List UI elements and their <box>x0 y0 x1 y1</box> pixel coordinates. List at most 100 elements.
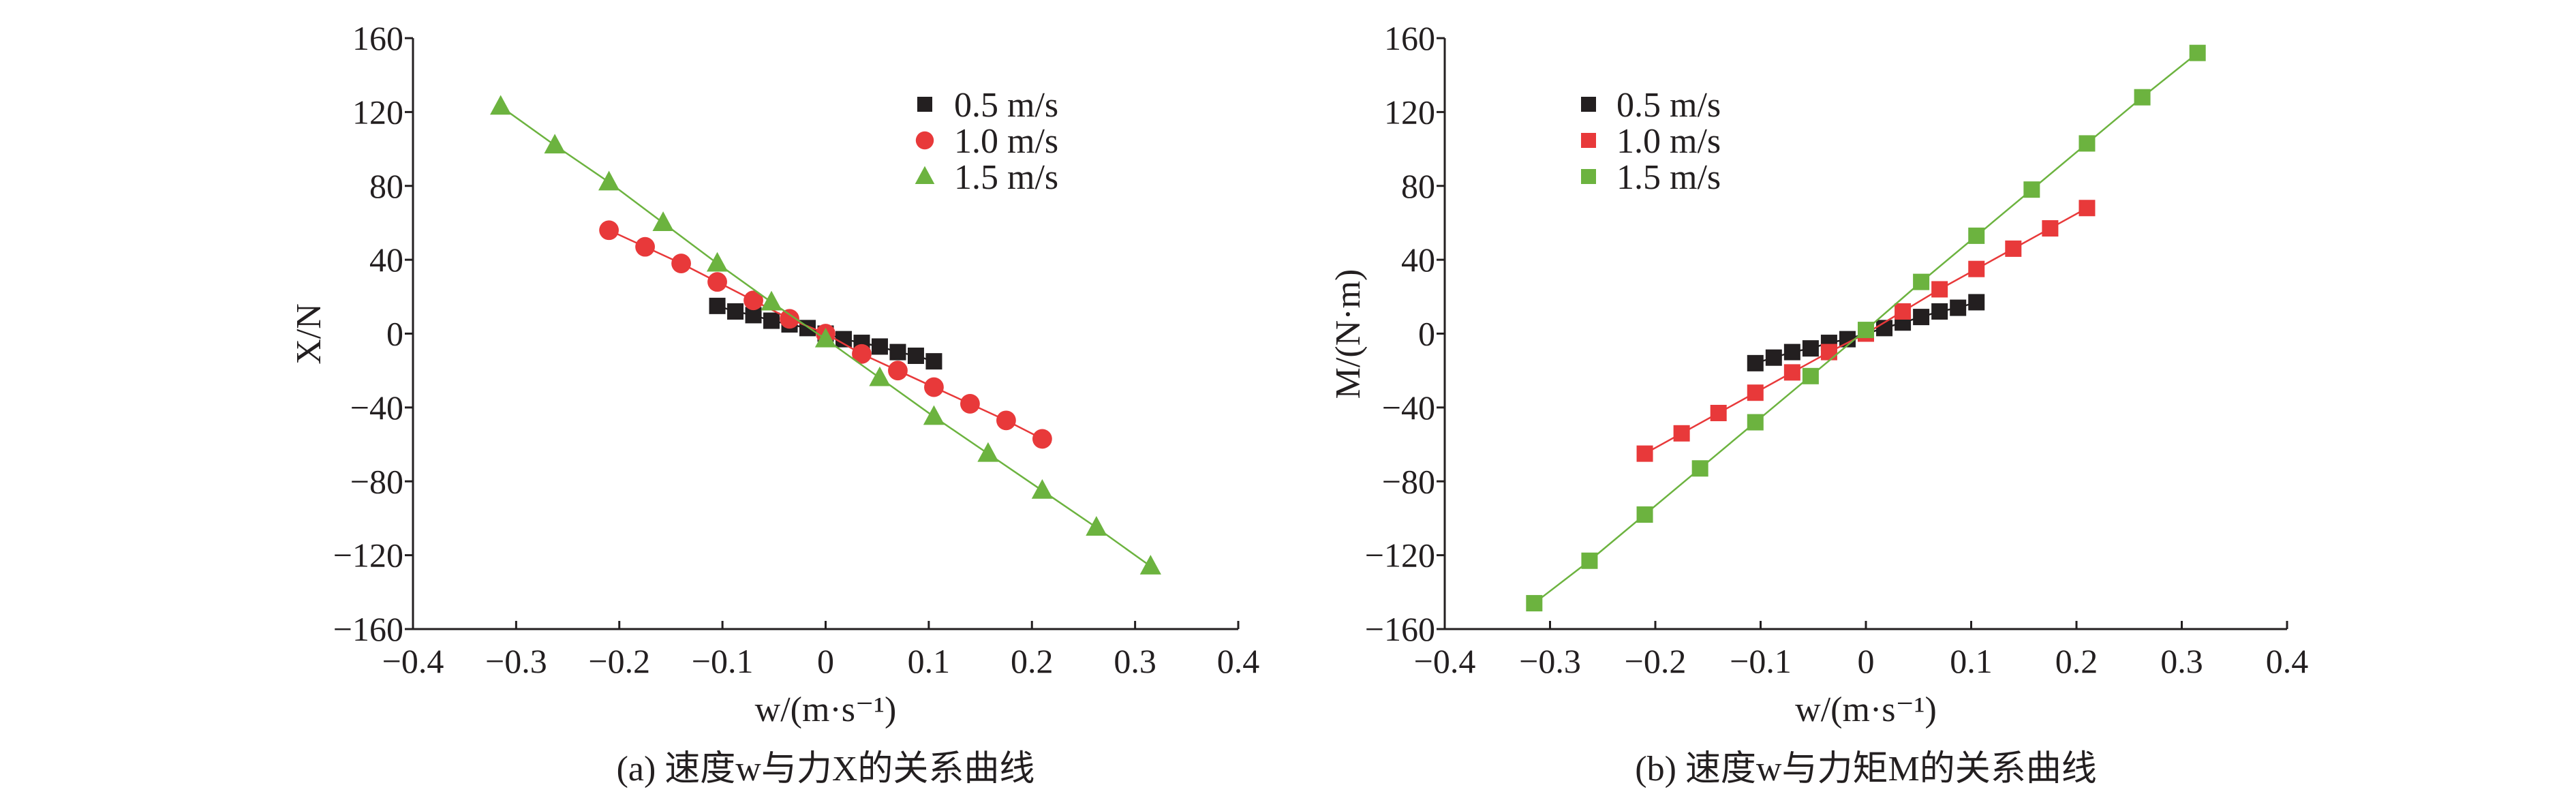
y-tick-label: −160 <box>333 610 403 648</box>
legend-marker <box>917 97 932 112</box>
data-point <box>871 338 888 355</box>
y-tick-label: 40 <box>369 241 403 279</box>
data-point <box>1950 299 1967 316</box>
legend-label: 1.0 m/s <box>1616 122 1721 161</box>
data-point <box>996 410 1016 431</box>
data-point <box>780 309 799 329</box>
y-tick-label: −80 <box>1382 462 1435 500</box>
x-tick-label: 0.3 <box>1114 642 1156 680</box>
data-point <box>2079 200 2096 217</box>
data-point <box>960 394 980 414</box>
data-point <box>707 272 727 292</box>
data-point <box>1913 309 1930 326</box>
data-point <box>1931 303 1948 320</box>
series-1-0-m-s <box>599 220 1052 449</box>
data-point <box>1526 595 1543 612</box>
series-1-5-m-s <box>490 95 1161 575</box>
legend-marker <box>1581 133 1596 148</box>
chart-caption: (b) 速度w与力矩M的关系曲线 <box>1635 750 2096 789</box>
data-point <box>544 134 566 154</box>
data-point <box>1636 506 1653 523</box>
y-tick-label: −160 <box>1365 610 1435 648</box>
data-point <box>635 236 655 257</box>
data-point <box>1673 425 1690 442</box>
data-point <box>1139 555 1161 575</box>
data-point <box>1747 414 1764 431</box>
data-point <box>924 377 944 397</box>
data-point <box>1691 460 1708 477</box>
data-point <box>1802 340 1819 357</box>
legend-marker <box>1581 97 1596 112</box>
data-point <box>1710 405 1727 422</box>
data-point <box>709 297 726 314</box>
data-point <box>835 331 852 348</box>
data-point <box>852 343 872 364</box>
data-point <box>2005 240 2022 257</box>
y-tick-label: 0 <box>1418 315 1435 353</box>
data-point <box>1581 552 1598 569</box>
x-tick-label: 0.1 <box>908 642 951 680</box>
y-tick-label: 0 <box>386 315 403 353</box>
chart-b: 160 120 80 40 0 −40 −80 −120 −160−0.4 −0.3 −0.2 −0.… <box>1329 19 2308 789</box>
data-point <box>1895 303 1912 320</box>
data-point <box>814 327 837 348</box>
x-tick-label: 0 <box>1858 642 1875 680</box>
x-tick-label: −0.4 <box>1414 642 1476 680</box>
data-point <box>977 442 999 462</box>
x-tick-label: 0.2 <box>1011 642 1054 680</box>
legend-marker <box>915 131 934 150</box>
legend-label: 0.5 m/s <box>954 86 1058 125</box>
data-point <box>599 220 619 241</box>
y-tick-label: 160 <box>1384 19 1435 57</box>
data-point <box>727 303 744 320</box>
y-tick-label: −40 <box>1382 388 1435 427</box>
data-point <box>763 312 780 329</box>
data-point <box>888 361 908 381</box>
data-point <box>652 211 674 231</box>
data-point <box>1913 273 1930 290</box>
data-point <box>2134 89 2151 106</box>
data-point <box>2189 44 2206 61</box>
chart-caption: (a) 速度w与力X的关系曲线 <box>617 750 1035 789</box>
series-1-5-m-s <box>1526 44 2206 612</box>
data-point <box>869 366 891 386</box>
data-point <box>1820 343 1837 361</box>
y-tick-label: −80 <box>350 462 403 500</box>
y-axis-label: M/(N·m) <box>1329 269 1368 399</box>
data-point <box>1968 260 1985 277</box>
x-tick-label: −0.2 <box>588 642 650 680</box>
legend-label: 1.0 m/s <box>954 122 1058 161</box>
x-axis-label: w/(m·s⁻¹) <box>1795 690 1937 729</box>
y-axis-label: X/N <box>290 303 328 365</box>
x-tick-label: −0.4 <box>382 642 444 680</box>
data-point <box>490 95 512 115</box>
y-tick-label: −40 <box>350 388 403 427</box>
data-point <box>2023 181 2040 198</box>
x-tick-label: −0.3 <box>1519 642 1581 680</box>
data-point <box>1086 516 1107 536</box>
data-point <box>1968 294 1985 311</box>
legend-label: 0.5 m/s <box>1616 86 1721 125</box>
legend-marker <box>1581 169 1596 184</box>
data-point <box>2042 220 2059 237</box>
data-point <box>907 348 924 365</box>
data-point <box>671 254 691 273</box>
data-point <box>761 290 782 311</box>
x-tick-label: −0.3 <box>485 642 547 680</box>
data-point <box>1931 281 1948 298</box>
data-point <box>1783 364 1800 381</box>
x-axis-label: w/(m·s⁻¹) <box>755 690 897 729</box>
data-point <box>2079 135 2096 152</box>
data-point <box>923 405 945 425</box>
data-point <box>1802 367 1819 384</box>
data-point <box>1747 354 1764 371</box>
x-tick-label: 0 <box>817 642 834 680</box>
legend-label: 1.5 m/s <box>954 158 1058 197</box>
x-tick-label: 0.4 <box>2266 642 2309 680</box>
y-tick-label: 120 <box>1384 93 1435 131</box>
y-tick-label: 120 <box>352 93 403 131</box>
x-tick-label: 0.1 <box>1950 642 1993 680</box>
y-tick-label: 40 <box>1401 241 1435 279</box>
x-tick-label: −0.1 <box>1730 642 1792 680</box>
data-point <box>1968 227 1985 244</box>
